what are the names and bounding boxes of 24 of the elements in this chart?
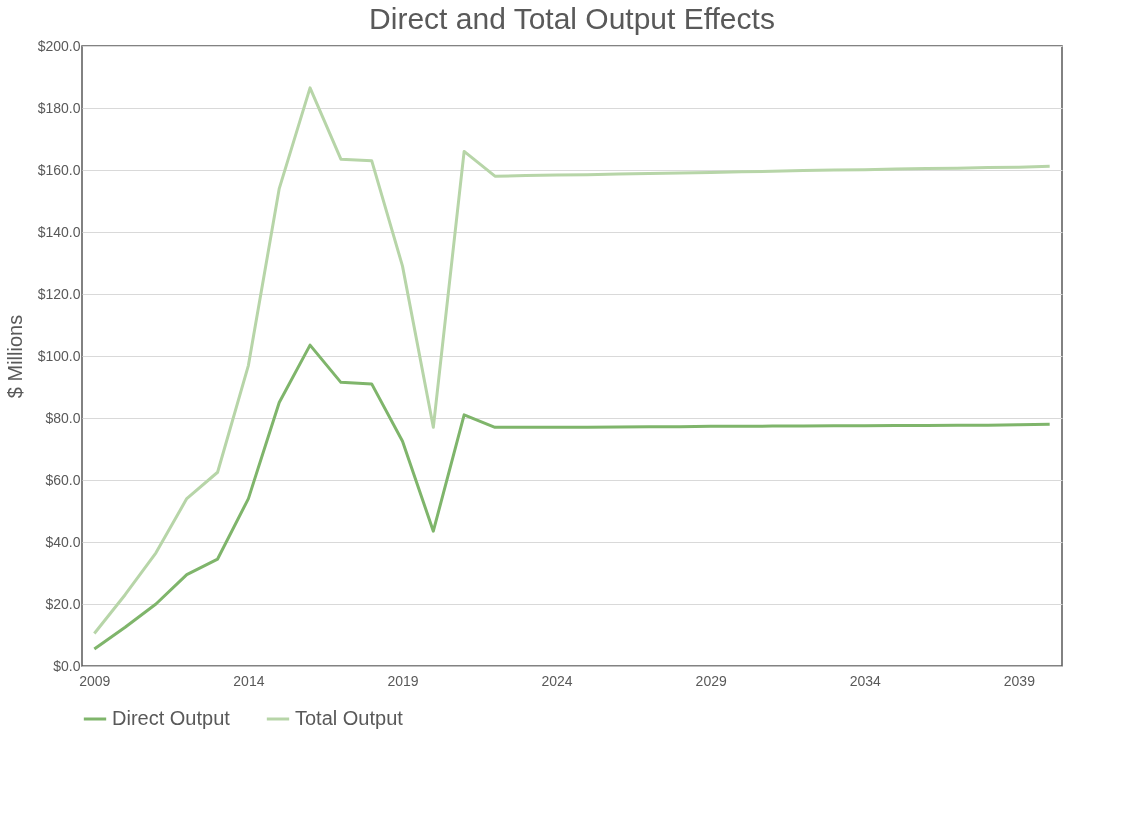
y-tick-label: $60.0 — [45, 471, 81, 488]
y-tick-label: $0.0 — [53, 657, 81, 674]
x-tick-label: 2024 — [541, 672, 573, 689]
line-series — [92, 86, 1052, 635]
y-tick-label: $160.0 — [37, 161, 81, 178]
line-series — [92, 343, 1052, 651]
legend-label: Direct Output — [112, 707, 231, 729]
y-tick-label: $40.0 — [45, 533, 81, 550]
y-tick-label: $180.0 — [37, 99, 81, 116]
chart-title: Direct and Total Output Effects — [369, 2, 775, 35]
x-tick-label: 2034 — [849, 672, 882, 689]
y-tick-label: $200.0 — [37, 37, 81, 54]
x-tick-label: 2029 — [695, 672, 727, 689]
x-tick-label: 2039 — [1003, 672, 1036, 689]
y-tick-label: $100.0 — [37, 347, 81, 364]
y-tick-label: $80.0 — [45, 409, 81, 426]
legend-label: Total Output — [295, 707, 404, 729]
y-tick-label: $120.0 — [37, 285, 81, 302]
y-axis-title: $ Millions — [3, 314, 26, 399]
x-tick-label: 2009 — [79, 672, 111, 689]
x-tick-label: 2014 — [233, 672, 265, 689]
y-tick-label: $20.0 — [45, 595, 81, 612]
x-tick-label: 2019 — [387, 672, 419, 689]
y-tick-label: $140.0 — [37, 223, 81, 240]
